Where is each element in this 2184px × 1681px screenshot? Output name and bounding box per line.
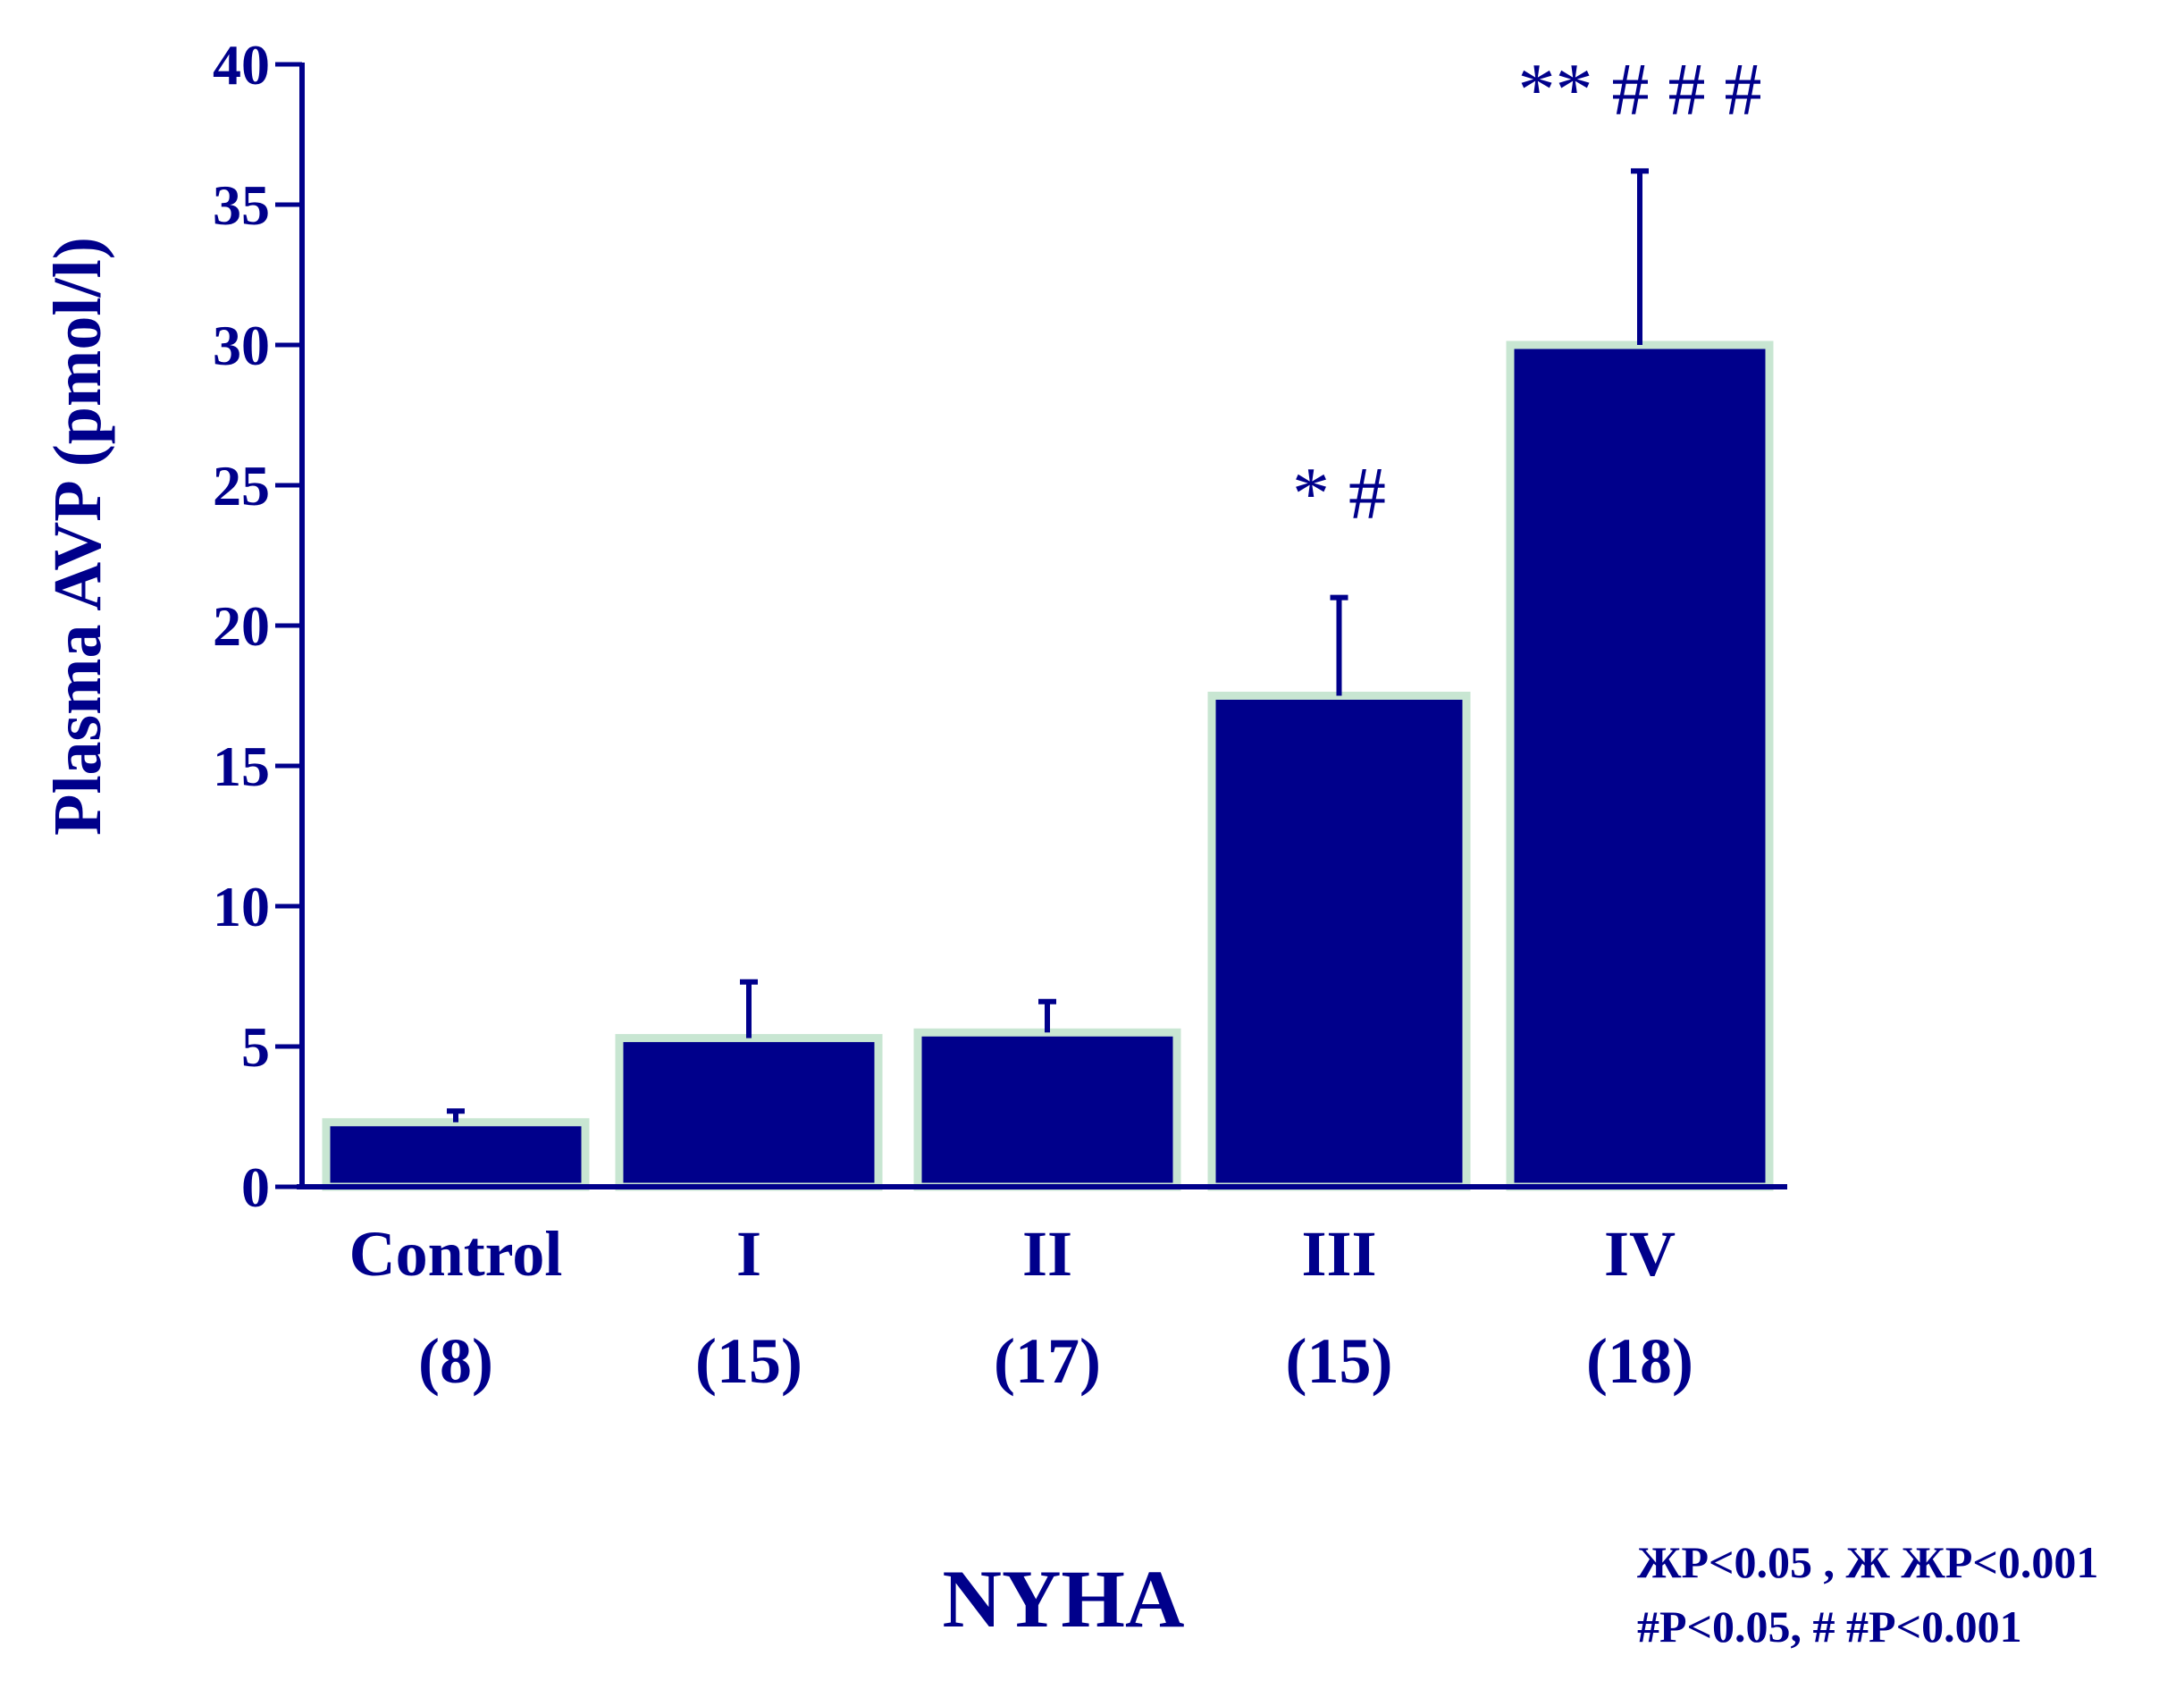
y-axis-label: Plasma AVP (pmol/l) (40, 237, 115, 836)
annotations-layer: * # ** # # # (1292, 48, 1762, 535)
x-tick-label: Control (349, 1218, 563, 1290)
bar-control (322, 1118, 590, 1191)
group-size-label: (15) (695, 1325, 802, 1397)
x-tick-label: III (1301, 1218, 1376, 1290)
y-ticks-layer: 0 5 10 15 20 25 30 35 40 (213, 33, 302, 1219)
y-tick-label: 30 (213, 314, 270, 377)
y-tick-label: 20 (213, 594, 270, 658)
bar-iii (1207, 692, 1471, 1191)
y-tick-label: 35 (213, 173, 270, 237)
y-tick-label: 15 (213, 735, 270, 798)
significance-annotation: ** # # # (1518, 48, 1762, 131)
error-bars-layer (447, 168, 1649, 1122)
significance-annotation: * # (1292, 452, 1386, 535)
y-tick-label: 0 (241, 1156, 270, 1219)
x-tick-label: IV (1604, 1218, 1676, 1290)
bar-iv (1506, 340, 1774, 1191)
bars-layer (322, 340, 1774, 1191)
bar-ii (913, 1028, 1181, 1191)
y-tick-label: 5 (241, 1015, 270, 1079)
bar-i (615, 1034, 883, 1191)
y-tick-label: 25 (213, 454, 270, 517)
group-size-label: (17) (994, 1325, 1101, 1397)
x-axis-label: NYHA (943, 1553, 1185, 1644)
x-tick-label: I (736, 1218, 761, 1290)
x-labels-layer: Control (8) I (15) II (17) III (15) IV (18) (349, 1218, 1693, 1397)
legend-line-1: ЖP<0.05 , Ж ЖP<0.001 (1637, 1537, 2098, 1587)
legend-line-2: #P<0.05, # #P<0.001 (1637, 1601, 2022, 1652)
y-tick-label: 10 (213, 875, 270, 938)
group-size-label: (8) (418, 1325, 493, 1397)
group-size-label: (15) (1286, 1325, 1393, 1397)
y-tick-label: 40 (213, 33, 270, 97)
group-size-label: (18) (1586, 1325, 1693, 1397)
x-tick-label: II (1022, 1218, 1072, 1290)
